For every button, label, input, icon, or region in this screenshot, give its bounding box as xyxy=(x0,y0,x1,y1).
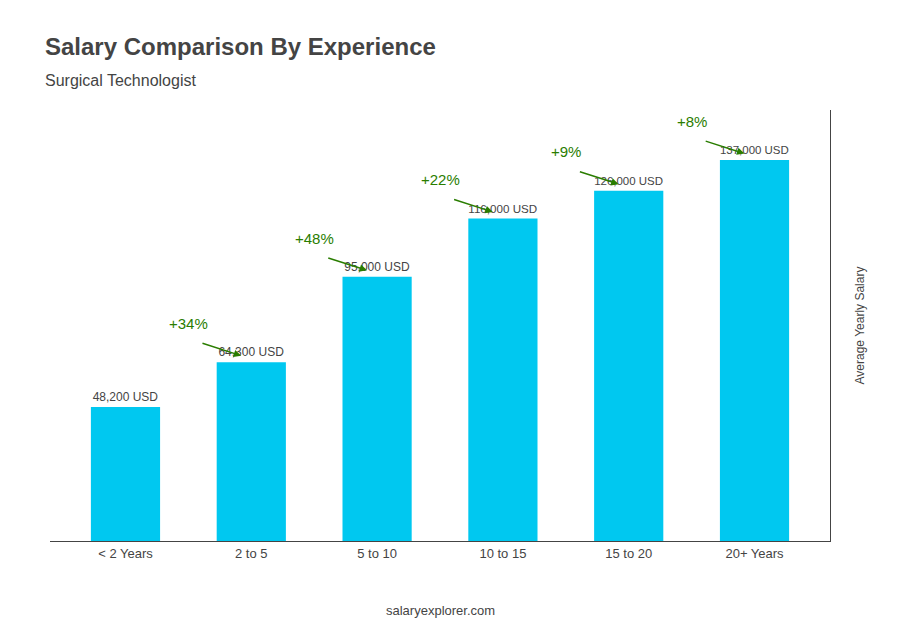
svg-text:10 to 15: 10 to 15 xyxy=(479,546,526,561)
svg-text:Average Yearly Salary: Average Yearly Salary xyxy=(853,267,867,385)
svg-text:5 to 10: 5 to 10 xyxy=(357,546,397,561)
svg-text:137,000 USD: 137,000 USD xyxy=(720,144,789,156)
svg-text:salaryexplorer.com: salaryexplorer.com xyxy=(386,603,495,618)
svg-text:+8%: +8% xyxy=(677,113,707,130)
svg-text:126,000 USD: 126,000 USD xyxy=(594,175,663,187)
svg-text:15 to 20: 15 to 20 xyxy=(605,546,652,561)
svg-text:20+ Years: 20+ Years xyxy=(725,546,784,561)
svg-text:+34%: +34% xyxy=(169,315,208,332)
svg-text:2 to 5: 2 to 5 xyxy=(235,546,268,561)
svg-text:95,000 USD: 95,000 USD xyxy=(344,260,410,274)
svg-text:48,200 USD: 48,200 USD xyxy=(93,390,159,404)
svg-text:< 2 Years: < 2 Years xyxy=(98,546,153,561)
svg-text:64,300 USD: 64,300 USD xyxy=(218,345,284,359)
svg-text:Salary Comparison By Experienc: Salary Comparison By Experience xyxy=(45,33,436,60)
svg-text:+22%: +22% xyxy=(421,171,460,188)
svg-text:+9%: +9% xyxy=(551,143,581,160)
svg-text:116,000 USD: 116,000 USD xyxy=(468,202,537,215)
svg-text:Surgical Technologist: Surgical Technologist xyxy=(45,72,196,89)
svg-text:+48%: +48% xyxy=(295,230,334,247)
